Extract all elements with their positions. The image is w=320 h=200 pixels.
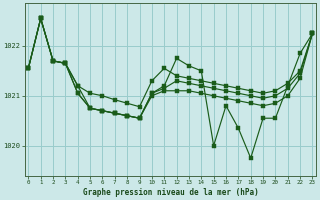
X-axis label: Graphe pression niveau de la mer (hPa): Graphe pression niveau de la mer (hPa) <box>83 188 258 197</box>
